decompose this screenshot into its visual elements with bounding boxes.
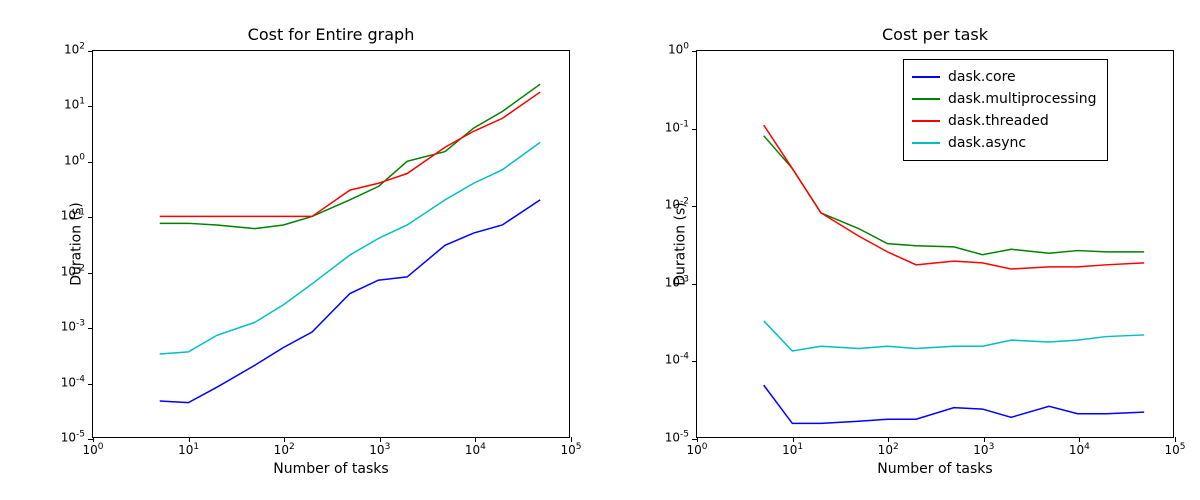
legend-label: dask.multiprocessing [948, 91, 1097, 107]
y-tick-label: 102 [64, 42, 85, 57]
legend-item: dask.async [912, 132, 1097, 154]
y-tick-label: 10-4 [61, 374, 85, 389]
legend-item: dask.multiprocessing [912, 88, 1097, 110]
left-chart-title: Cost for Entire graph [93, 25, 569, 44]
legend: dask.core dask.multiprocessing dask.thre… [903, 59, 1108, 161]
x-tick-label: 101 [178, 442, 199, 457]
right-chart-title: Cost per task [697, 25, 1173, 44]
x-tick-label: 103 [369, 442, 390, 457]
x-tick-label: 100 [686, 442, 707, 457]
y-tick-label: 100 [668, 42, 689, 57]
series-line [160, 200, 540, 403]
y-tick-label: 10-1 [665, 119, 689, 134]
left-chart-lines [93, 51, 569, 437]
legend-label: dask.core [948, 69, 1016, 85]
x-tick-label: 103 [973, 442, 994, 457]
legend-label: dask.threaded [948, 113, 1049, 129]
y-tick-label: 10-2 [665, 197, 689, 212]
y-tick-label: 10-1 [61, 208, 85, 223]
legend-swatch-icon [912, 98, 940, 100]
series-line [160, 92, 540, 216]
x-tick-label: 104 [465, 442, 486, 457]
right-xlabel: Number of tasks [697, 461, 1173, 477]
legend-swatch-icon [912, 76, 940, 78]
y-tick-label: 10-5 [665, 430, 689, 445]
x-tick-label: 100 [82, 442, 103, 457]
y-tick-label: 10-5 [61, 430, 85, 445]
legend-label: dask.async [948, 135, 1026, 151]
legend-item: dask.core [912, 66, 1097, 88]
y-tick-label: 10-3 [61, 319, 85, 334]
series-line [160, 142, 540, 354]
y-tick-label: 100 [64, 152, 85, 167]
figure: Cost for Entire graph Number of tasks Du… [0, 0, 1200, 500]
series-line [764, 321, 1144, 351]
x-tick-label: 101 [782, 442, 803, 457]
series-line [160, 84, 540, 228]
y-tick-label: 10-4 [665, 352, 689, 367]
y-tick-label: 10-2 [61, 263, 85, 278]
series-line [764, 385, 1144, 423]
y-tick-label: 101 [64, 97, 85, 112]
left-xlabel: Number of tasks [93, 461, 569, 477]
x-tick-label: 102 [878, 442, 899, 457]
left-chart-panel: Cost for Entire graph Number of tasks Du… [92, 50, 570, 438]
x-tick-label: 105 [1164, 442, 1185, 457]
legend-swatch-icon [912, 120, 940, 122]
x-tick-label: 102 [274, 442, 295, 457]
x-tick-label: 104 [1069, 442, 1090, 457]
x-tick-label: 105 [560, 442, 581, 457]
right-chart-panel: Cost per task Number of tasks Duration (… [696, 50, 1174, 438]
y-tick-label: 10-3 [665, 274, 689, 289]
legend-swatch-icon [912, 142, 940, 144]
right-ylabel: Duration (s) [673, 202, 689, 285]
legend-item: dask.threaded [912, 110, 1097, 132]
